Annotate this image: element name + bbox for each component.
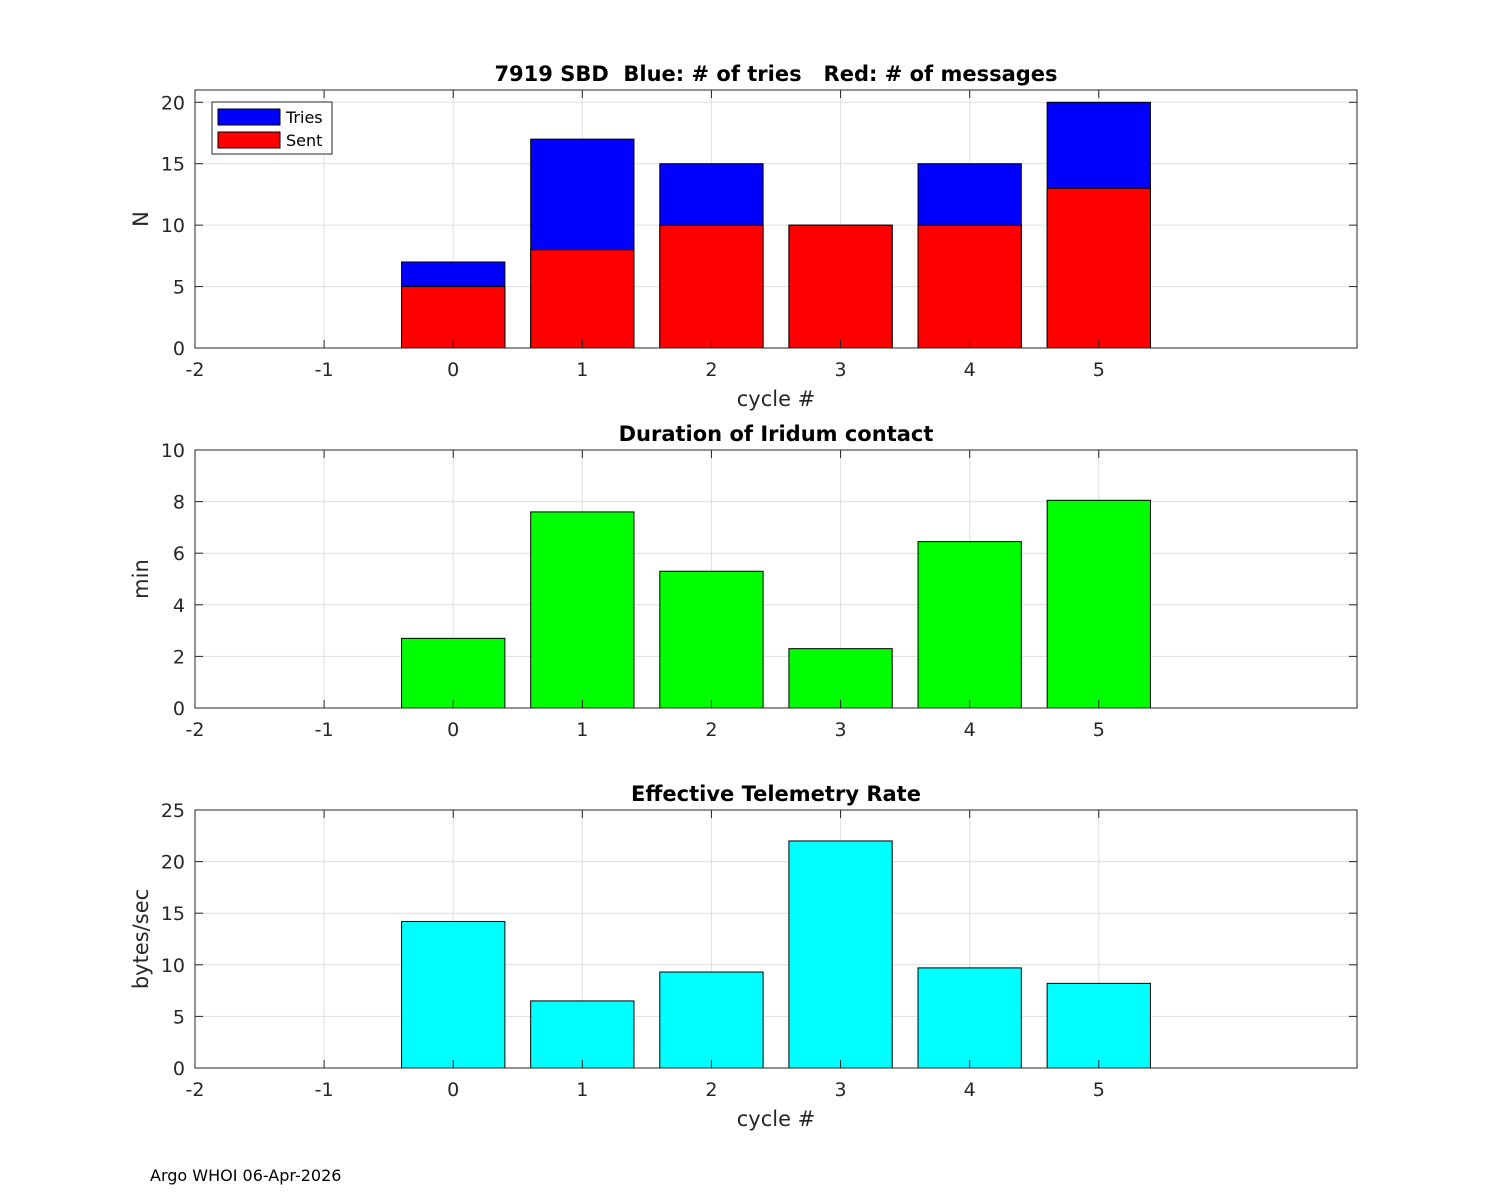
chart2-axes-box xyxy=(194,449,1358,709)
chart2-x-tick-label: 4 xyxy=(964,719,976,741)
chart1-y-tick-label: 20 xyxy=(161,92,185,114)
chart2-bar-duration-cycle-2 xyxy=(659,570,764,709)
footer-text: Argo WHOI 06-Apr-2026 xyxy=(150,1166,342,1185)
chart1-y-tick-label: 15 xyxy=(161,154,185,176)
chart1-x-axis-label: cycle # xyxy=(737,387,816,411)
chart1-bar-sent-cycle-2 xyxy=(659,224,764,349)
chart3-axes-box xyxy=(194,809,1358,1069)
chart2-x-tick-label: 2 xyxy=(705,719,717,741)
chart2-x-tick-label: 0 xyxy=(447,719,459,741)
chart3-x-tick-label: 4 xyxy=(964,1079,976,1101)
chart2-bar-duration-cycle-0 xyxy=(401,637,506,709)
chart1-bar-sent-cycle-5 xyxy=(1046,187,1151,349)
chart3-y-tick-label: 15 xyxy=(161,903,185,925)
chart1-legend-label-sent: Sent xyxy=(286,131,322,150)
chart3-bar-rate-cycle-5 xyxy=(1046,982,1151,1069)
chart2-bar-duration-cycle-5 xyxy=(1046,499,1151,709)
chart3-bar-rate-cycle-0 xyxy=(401,920,506,1069)
chart1-title: 7919 SBD Blue: # of tries Red: # of mess… xyxy=(494,62,1057,86)
chart2-plot-area xyxy=(195,450,1357,708)
chart3-bar-rate-cycle-4 xyxy=(917,967,1022,1069)
chart1-x-tick-label: 2 xyxy=(705,359,717,381)
chart1-x-tick-label: -1 xyxy=(315,359,334,381)
chart2-y-tick-label: 2 xyxy=(173,646,185,668)
chart3-bar-rate-cycle-3 xyxy=(788,840,893,1069)
chart1-x-tick-label: 3 xyxy=(835,359,847,381)
chart2-y-tick-label: 0 xyxy=(173,698,185,720)
chart3-x-tick-label: 5 xyxy=(1093,1079,1105,1101)
chart1-legend-swatch-sent xyxy=(217,131,281,149)
chart2-x-tick-label: -1 xyxy=(315,719,334,741)
chart1-plot-area xyxy=(195,90,1357,348)
chart2-y-tick-label: 4 xyxy=(173,595,185,617)
chart2-y-tick-label: 6 xyxy=(173,543,185,565)
chart2-bar-duration-cycle-4 xyxy=(917,541,1022,709)
chart1-bar-sent-cycle-3 xyxy=(788,224,893,349)
chart3-y-axis-label: bytes/sec xyxy=(129,889,153,989)
chart2-title: Duration of Iridum contact xyxy=(619,422,934,446)
chart3-y-tick-label: 0 xyxy=(173,1058,185,1080)
chart2-y-tick-label: 10 xyxy=(161,440,185,462)
chart3-y-tick-label: 20 xyxy=(161,852,185,874)
chart3-y-tick-label: 25 xyxy=(161,800,185,822)
chart1-bar-sent-cycle-1 xyxy=(530,249,635,349)
chart3-x-tick-label: 0 xyxy=(447,1079,459,1101)
chart2-x-tick-label: 1 xyxy=(576,719,588,741)
chart1-y-tick-label: 0 xyxy=(173,338,185,360)
chart3-y-tick-label: 5 xyxy=(173,1006,185,1028)
chart3-x-tick-label: 2 xyxy=(705,1079,717,1101)
chart1-x-tick-label: 4 xyxy=(964,359,976,381)
chart1-legend-label-tries: Tries xyxy=(285,108,323,127)
chart1-legend-swatch-tries xyxy=(217,108,281,126)
chart2-y-axis-label: min xyxy=(129,559,153,599)
chart1-x-tick-label: 5 xyxy=(1093,359,1105,381)
chart1-axes-box xyxy=(194,89,1358,349)
chart3-y-tick-label: 10 xyxy=(161,955,185,977)
chart1-x-tick-label: -2 xyxy=(186,359,205,381)
chart3-x-tick-label: -2 xyxy=(186,1079,205,1101)
chart1-y-axis-label: N xyxy=(129,211,153,227)
chart3-x-tick-label: -1 xyxy=(315,1079,334,1101)
chart2-x-tick-label: 5 xyxy=(1093,719,1105,741)
chart1-y-tick-label: 5 xyxy=(173,277,185,299)
chart3-plot-area xyxy=(195,810,1357,1068)
chart1-y-tick-label: 10 xyxy=(161,215,185,237)
chart2-x-tick-label: -2 xyxy=(186,719,205,741)
chart3-x-tick-label: 3 xyxy=(835,1079,847,1101)
chart1-bar-sent-cycle-4 xyxy=(917,224,1022,349)
chart1-bar-sent-cycle-0 xyxy=(401,286,506,349)
chart3-x-axis-label: cycle # xyxy=(737,1107,816,1131)
chart2-y-tick-label: 8 xyxy=(173,492,185,514)
chart2-bar-duration-cycle-3 xyxy=(788,648,893,709)
chart1-x-tick-label: 0 xyxy=(447,359,459,381)
chart1-x-tick-label: 1 xyxy=(576,359,588,381)
chart3-x-tick-label: 1 xyxy=(576,1079,588,1101)
chart3-bar-rate-cycle-2 xyxy=(659,971,764,1069)
chart2-bar-duration-cycle-1 xyxy=(530,511,635,709)
chart3-title: Effective Telemetry Rate xyxy=(631,782,921,806)
chart3-bar-rate-cycle-1 xyxy=(530,1000,635,1069)
chart2-x-tick-label: 3 xyxy=(835,719,847,741)
